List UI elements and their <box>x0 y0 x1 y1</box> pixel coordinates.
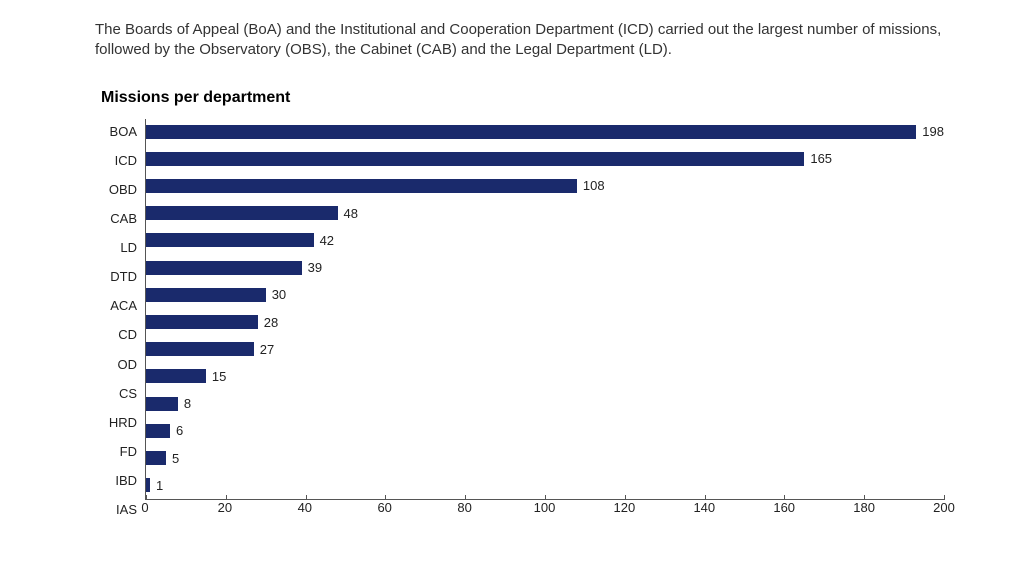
bar-row: 108 <box>146 177 944 195</box>
y-axis-label: ACA <box>101 297 141 315</box>
x-axis-tick-label: 80 <box>457 500 471 515</box>
x-axis-tick-label: 20 <box>218 500 232 515</box>
y-axis-label: IBD <box>101 472 141 490</box>
bar-row: 39 <box>146 259 944 277</box>
y-axis-label: CS <box>101 385 141 403</box>
x-axis-tick-label: 120 <box>614 500 636 515</box>
y-axis-label: DTD <box>101 268 141 286</box>
bar <box>146 397 178 411</box>
bar-value-label: 48 <box>344 206 358 221</box>
y-axis-label: BOA <box>101 123 141 141</box>
bar-value-label: 42 <box>320 233 334 248</box>
bar-value-label: 198 <box>922 124 944 139</box>
x-axis-tick-label: 140 <box>693 500 715 515</box>
bar-row: 27 <box>146 340 944 358</box>
bar-row: 15 <box>146 367 944 385</box>
bar-row: 1 <box>146 476 944 494</box>
x-axis-tick-label: 180 <box>853 500 875 515</box>
y-axis-label: HRD <box>101 414 141 432</box>
bar <box>146 179 577 193</box>
bar-value-label: 165 <box>810 151 832 166</box>
bar-value-label: 8 <box>184 396 191 411</box>
bar-row: 165 <box>146 150 944 168</box>
bar <box>146 315 258 329</box>
x-axis-tick-label: 40 <box>298 500 312 515</box>
bar <box>146 261 302 275</box>
bar-row: 5 <box>146 449 944 467</box>
bars-container: 198 165 108 48 42 39 30 28 27 15 86 51 <box>146 123 944 495</box>
bar <box>146 369 206 383</box>
bar <box>146 125 916 139</box>
page-root: The Boards of Appeal (BoA) and the Insti… <box>0 0 1024 576</box>
plot-area: 198 165 108 48 42 39 30 28 27 15 86 51 <box>145 119 944 500</box>
y-axis-label: FD <box>101 443 141 461</box>
y-axis-label: CAB <box>101 210 141 228</box>
bar-row: 28 <box>146 313 944 331</box>
x-axis-tick-label: 200 <box>933 500 955 515</box>
y-axis-label: IAS <box>101 501 141 519</box>
bar-row: 30 <box>146 286 944 304</box>
bar-row: 48 <box>146 204 944 222</box>
bar-row: 8 <box>146 395 944 413</box>
bar-value-label: 5 <box>172 451 179 466</box>
bar <box>146 288 266 302</box>
bar <box>146 478 150 492</box>
missions-chart: BOA ICD OBD CAB LD DTD ACA CD OD CS HRD FD IBD IAS 19… <box>101 119 944 524</box>
y-axis-label: OD <box>101 356 141 374</box>
bar <box>146 206 338 220</box>
y-axis-label: ICD <box>101 152 141 170</box>
bar-row: 42 <box>146 231 944 249</box>
y-axis-label: CD <box>101 326 141 344</box>
bar-value-label: 108 <box>583 178 605 193</box>
bar <box>146 424 170 438</box>
bar-value-label: 39 <box>308 260 322 275</box>
bar-value-label: 6 <box>176 423 183 438</box>
bar-row: 198 <box>146 123 944 141</box>
bar-value-label: 1 <box>156 478 163 493</box>
x-axis-tick-label: 100 <box>534 500 556 515</box>
bar-value-label: 27 <box>260 342 274 357</box>
bar-value-label: 30 <box>272 287 286 302</box>
x-axis-tick-label: 160 <box>773 500 795 515</box>
y-axis-labels: BOA ICD OBD CAB LD DTD ACA CD OD CS HRD FD IBD IAS <box>101 123 141 520</box>
bar-value-label: 15 <box>212 369 226 384</box>
bar-row: 6 <box>146 422 944 440</box>
bar <box>146 451 166 465</box>
bar <box>146 233 314 247</box>
x-axis-labels: 020406080100120140160180200 <box>145 500 944 524</box>
x-axis-tick-label: 0 <box>141 500 148 515</box>
y-axis-label: OBD <box>101 181 141 199</box>
bar <box>146 152 804 166</box>
bar <box>146 342 254 356</box>
x-axis-tick-label: 60 <box>377 500 391 515</box>
intro-paragraph: The Boards of Appeal (BoA) and the Insti… <box>95 20 944 61</box>
bar-value-label: 28 <box>264 315 278 330</box>
chart-title: Missions per department <box>101 89 944 107</box>
y-axis-label: LD <box>101 239 141 257</box>
